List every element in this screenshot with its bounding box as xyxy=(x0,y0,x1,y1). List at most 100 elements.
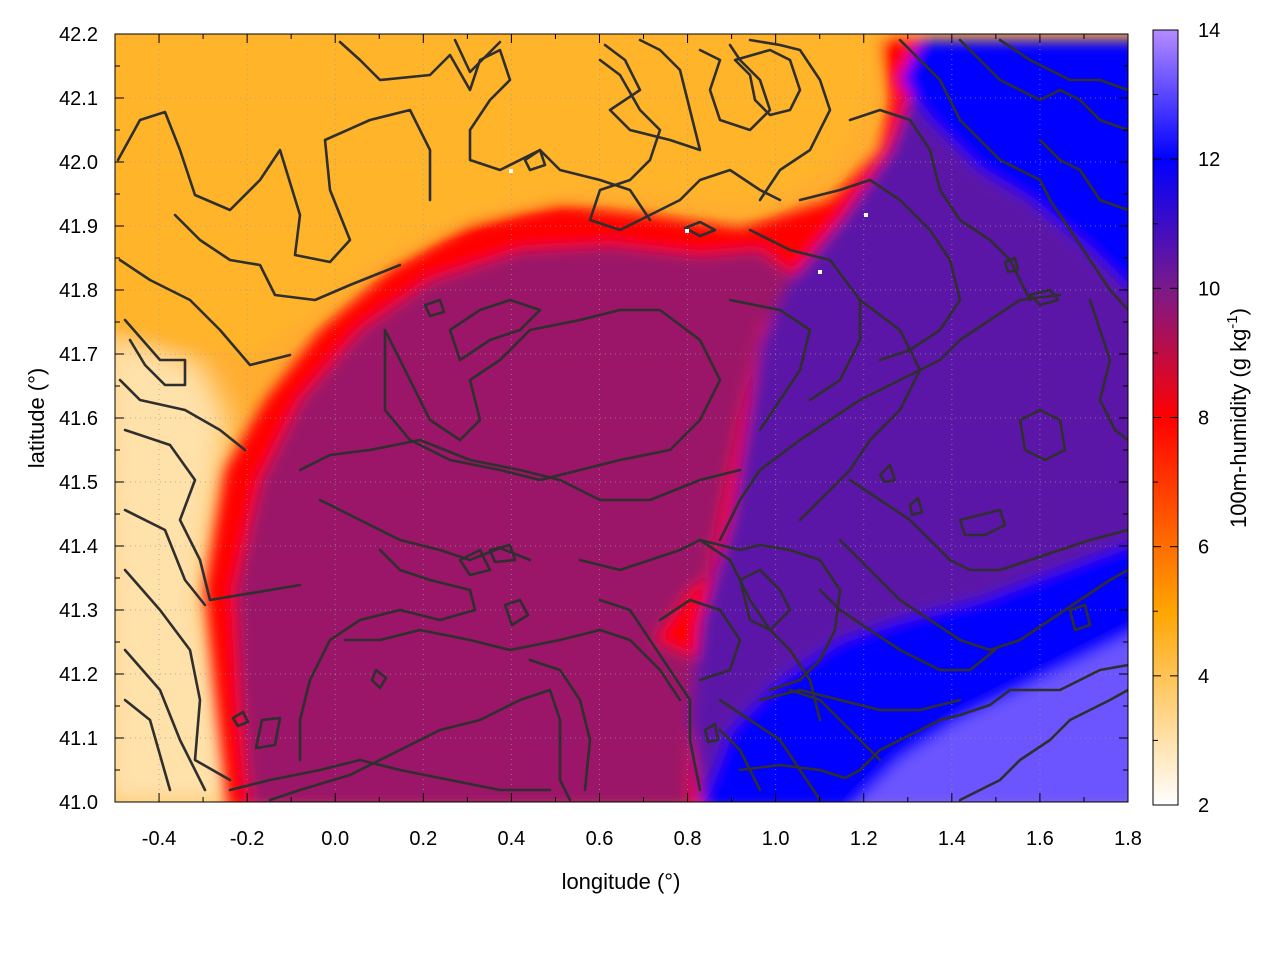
contour-line xyxy=(523,148,547,172)
contour-line xyxy=(458,548,492,577)
y-tick-label: 41.5 xyxy=(59,472,98,494)
x-tick-label: -0.2 xyxy=(230,828,264,850)
contour-line xyxy=(298,548,477,762)
contour-line xyxy=(1088,298,1128,442)
contour-line xyxy=(528,658,592,792)
contour-line xyxy=(798,298,922,522)
colorbar-title: 100m-humidity (g kg-1) xyxy=(1224,308,1251,528)
contour-line xyxy=(343,628,682,702)
contour-line xyxy=(123,318,187,387)
contour-line xyxy=(338,40,652,222)
y-axis: 41.0 41.1 41.2 41.3 41.4 41.5 41.6 41.7 41.8 41.9… xyxy=(59,24,1128,814)
x-tick-label: 1.2 xyxy=(850,828,878,850)
x-tick-label: 1.8 xyxy=(1114,828,1142,850)
contour-line xyxy=(683,220,717,238)
contour-line xyxy=(268,688,572,802)
contour-line xyxy=(848,478,1128,572)
contour-line xyxy=(588,58,782,232)
contour-line xyxy=(838,538,1128,652)
contour-line xyxy=(453,38,502,74)
x-tick-label: 1.6 xyxy=(1026,828,1054,850)
contour-line xyxy=(1028,288,1060,307)
contour-line xyxy=(728,298,812,432)
y-tick-label: 41.6 xyxy=(59,408,98,430)
contour-line xyxy=(738,568,792,632)
colorbar-tick-label: 8 xyxy=(1198,408,1209,430)
station-markers xyxy=(509,169,868,274)
contour-line xyxy=(718,293,1062,542)
colorbar-tick-label: 6 xyxy=(1198,537,1209,559)
contour-line xyxy=(578,538,842,692)
contour-line xyxy=(718,728,762,792)
y-tick-label: 42.2 xyxy=(59,24,98,46)
x-tick-label: 1.4 xyxy=(938,828,966,850)
x-tick-label: -0.4 xyxy=(142,828,176,850)
contour-line xyxy=(118,378,247,452)
contour-line xyxy=(878,463,897,484)
region-southeast-sea xyxy=(858,636,1128,802)
colorbar-tick-label: 14 xyxy=(1198,20,1220,42)
y-tick-label: 41.0 xyxy=(59,792,98,814)
contour-line xyxy=(370,668,388,690)
x-tick-label: 0.4 xyxy=(497,828,525,850)
contour-line xyxy=(254,716,282,750)
contour-line xyxy=(173,213,402,302)
x-tick-label: 0.0 xyxy=(321,828,349,850)
contour-line xyxy=(423,298,446,318)
contour-line xyxy=(798,178,962,362)
colorbar-tick-label: 12 xyxy=(1198,149,1220,171)
contour-line xyxy=(598,598,702,792)
x-axis-title: longitude (°) xyxy=(562,869,681,894)
contour-line xyxy=(1003,256,1020,274)
heatmap-field xyxy=(115,34,1128,802)
colorbar-title-suffix: ) xyxy=(1226,308,1251,315)
contour-line xyxy=(908,496,924,517)
contour-line xyxy=(788,688,882,762)
y-tick-label: 41.2 xyxy=(59,664,98,686)
contour-line xyxy=(738,663,1128,780)
contour-line xyxy=(488,543,517,564)
contour-line xyxy=(998,38,1128,92)
contour-line xyxy=(703,722,720,744)
contour-line xyxy=(1038,138,1128,212)
x-tick-label: 1.0 xyxy=(762,828,790,850)
contour-lines xyxy=(116,38,1128,802)
station-dot xyxy=(864,213,868,217)
contour-line xyxy=(698,43,772,132)
colorbar-tick-label: 4 xyxy=(1198,666,1209,688)
y-tick-label: 41.1 xyxy=(59,728,98,750)
contour-line xyxy=(123,698,172,792)
station-dot xyxy=(685,229,689,233)
contour-line xyxy=(818,588,997,672)
colorbar-tick-label: 2 xyxy=(1198,795,1209,817)
contour-line xyxy=(758,688,962,712)
x-tick-label: 0.6 xyxy=(586,828,614,850)
station-dot xyxy=(818,270,822,274)
region-dry-northwest xyxy=(115,34,880,360)
contour-line xyxy=(958,38,1128,132)
contour-line xyxy=(123,508,207,607)
contour-line xyxy=(118,258,292,367)
grid-lines xyxy=(115,34,1128,802)
region-coastal-southwest xyxy=(115,334,239,802)
contour-line xyxy=(898,38,1128,312)
contour-line xyxy=(116,108,432,264)
colorbar-title-superscript: -1 xyxy=(1224,315,1241,328)
contour-line xyxy=(958,688,1128,802)
y-tick-label: 41.7 xyxy=(59,344,98,366)
contour-line xyxy=(658,598,742,682)
contour-line xyxy=(123,428,302,602)
contour-line xyxy=(603,38,702,152)
contour-line xyxy=(503,598,530,627)
contour-line xyxy=(123,568,232,782)
x-tick-label: 0.2 xyxy=(409,828,437,850)
contour-line xyxy=(733,48,802,117)
y-tick-label: 41.4 xyxy=(59,536,98,558)
y-tick-label: 42.0 xyxy=(59,152,98,174)
contour-line xyxy=(448,298,542,362)
region-central-plain xyxy=(235,245,800,802)
station-dot xyxy=(509,169,513,173)
colorbar-ticks: 2 4 6 8 10 12 14 xyxy=(1153,20,1220,817)
y-axis-title: latitude (°) xyxy=(24,368,49,469)
y-tick-label: 42.1 xyxy=(59,88,98,110)
